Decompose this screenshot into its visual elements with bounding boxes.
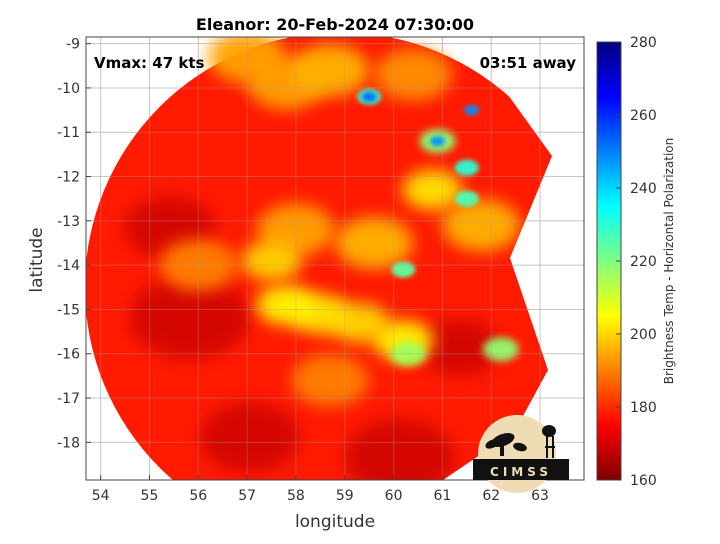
x-tick-label: 61 xyxy=(433,488,451,504)
brightness-feature xyxy=(454,159,479,176)
brightness-feature xyxy=(442,199,521,252)
x-tick-label: 57 xyxy=(238,488,256,504)
chart-title: Eleanor: 20-Feb-2024 07:30:00 xyxy=(196,15,474,34)
x-tick-label: 58 xyxy=(287,488,305,504)
x-tick-label: 59 xyxy=(336,488,354,504)
y-tick-label: -10 xyxy=(57,81,80,97)
colorbar-tick-label: 240 xyxy=(630,181,657,197)
y-tick-label: -17 xyxy=(57,391,80,407)
brightness-feature xyxy=(402,169,463,210)
swath-dark-region xyxy=(419,319,500,376)
brightness-feature xyxy=(256,285,317,326)
x-tick-label: 54 xyxy=(92,488,110,504)
colorbar-tick-label: 160 xyxy=(630,473,657,489)
brightness-feature xyxy=(390,341,427,366)
colorbar-tick-label: 200 xyxy=(630,327,657,343)
x-axis-label: longitude xyxy=(295,512,375,532)
swath-dark-region xyxy=(129,275,250,360)
colorbar-label: Brightness Temp - Horizontal Polarizatio… xyxy=(662,138,676,385)
brightness-feature xyxy=(454,190,479,207)
x-tick-label: 55 xyxy=(141,488,159,504)
brightness-feature xyxy=(430,136,446,147)
grid-lines-overlay xyxy=(86,37,584,480)
swath-dark-region xyxy=(199,402,300,473)
plot-frame xyxy=(85,36,585,481)
x-tick-label: 62 xyxy=(482,488,500,504)
brightness-feature xyxy=(291,354,370,407)
x-tick-label: 56 xyxy=(189,488,207,504)
x-tick-label: 60 xyxy=(385,488,403,504)
cimss-logo: CIMSS xyxy=(473,415,569,493)
y-tick-label: -16 xyxy=(57,347,80,363)
y-tick-label: -13 xyxy=(57,214,80,230)
colorbar-tick-label: 180 xyxy=(630,400,657,416)
y-tick-label: -11 xyxy=(57,125,80,141)
y-axis-label: latitude xyxy=(27,227,47,292)
logo-text: CIMSS xyxy=(490,465,552,479)
y-tick-label: -9 xyxy=(66,37,80,53)
colorbar-tick-label: 220 xyxy=(630,254,657,270)
y-tick-label: -14 xyxy=(57,258,80,274)
vmax-annotation: Vmax: 47 kts xyxy=(94,54,204,72)
colorbar-ticks: 160 180 200 220 240 260 280 xyxy=(616,35,657,489)
brightness-swath xyxy=(86,37,552,480)
brightness-feature xyxy=(374,48,453,101)
colorbar-tick-label: 280 xyxy=(630,35,657,51)
y-axis-ticks: -9 -10 -11 -12 -13 -14 -15 -16 -17 -18 xyxy=(57,37,91,451)
swath-dark-region xyxy=(344,418,455,480)
brightness-feature xyxy=(335,216,414,269)
colorbar-tick-label: 260 xyxy=(630,108,657,124)
brightness-feature xyxy=(391,261,416,278)
time-away-annotation: 03:51 away xyxy=(480,54,577,72)
brightness-feature xyxy=(159,239,238,292)
brightness-feature xyxy=(464,105,480,116)
y-tick-label: -15 xyxy=(57,302,80,318)
brightness-feature xyxy=(291,44,370,97)
brightness-feature xyxy=(483,337,519,362)
brightness-feature xyxy=(361,91,377,102)
y-tick-label: -18 xyxy=(57,435,80,451)
brightness-feature xyxy=(241,240,302,281)
brightness-feature xyxy=(208,37,287,83)
y-tick-label: -12 xyxy=(57,170,80,186)
x-tick-label: 63 xyxy=(531,488,549,504)
